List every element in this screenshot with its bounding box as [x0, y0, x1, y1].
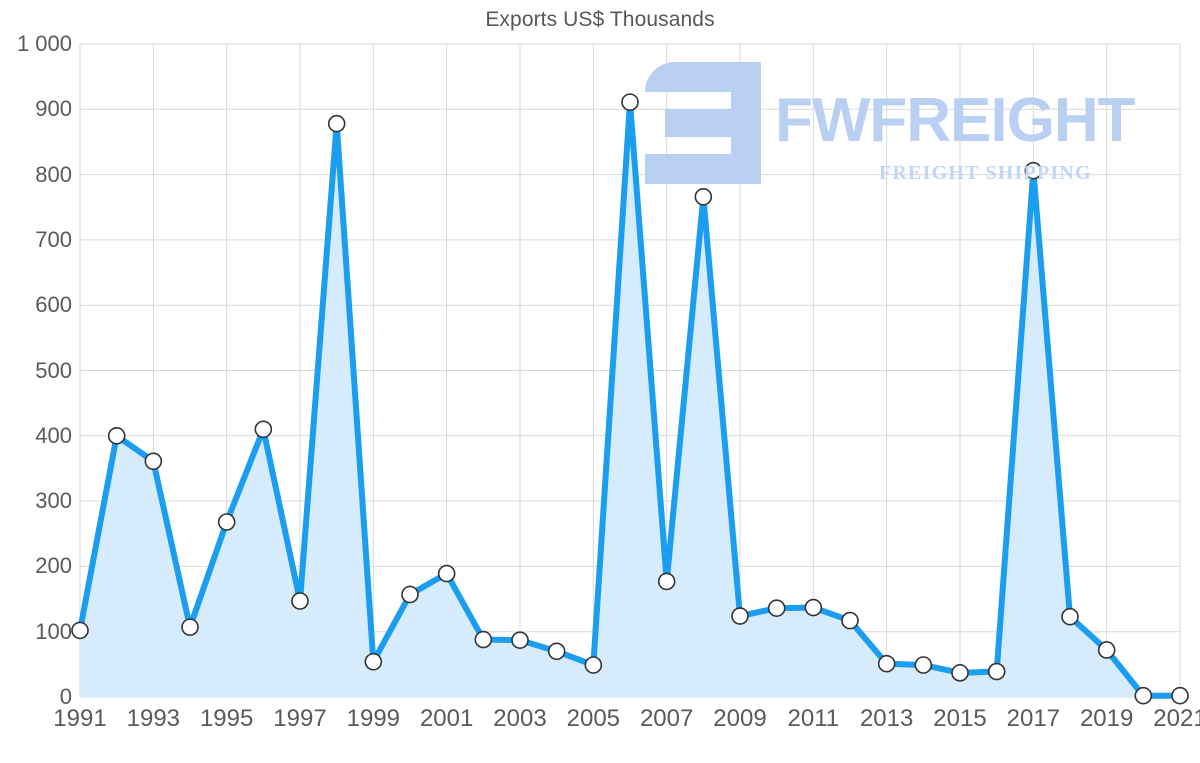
data-point-marker[interactable] [511, 631, 529, 649]
x-axis-tick-label: 2009 [713, 705, 767, 732]
data-point-marker[interactable] [841, 611, 859, 630]
y-axis-tick-label: 700 [35, 226, 72, 252]
data-point-marker[interactable] [914, 656, 933, 674]
data-point-marker[interactable] [474, 630, 493, 649]
data-point-marker[interactable] [144, 452, 163, 471]
y-axis-tick-label: 100 [35, 618, 72, 644]
x-axis-tick-label: 2021 [1153, 705, 1200, 732]
y-axis-tick-label: 800 [35, 161, 72, 187]
data-point-marker[interactable] [951, 664, 969, 682]
y-axis: 0 100 200 300 400 500 600 700 800 900 1 000 [0, 0, 72, 763]
x-axis-tick-label: 2019 [1079, 705, 1134, 732]
data-point-marker[interactable] [327, 114, 346, 133]
data-point-marker[interactable] [437, 564, 456, 583]
data-point-marker[interactable] [254, 420, 273, 439]
data-point-marker[interactable] [987, 662, 1006, 681]
y-axis-tick-label: 600 [35, 292, 72, 318]
data-point-marker[interactable] [547, 642, 566, 661]
data-point-marker[interactable] [1171, 686, 1189, 705]
x-axis-tick-label: 1999 [346, 705, 401, 732]
data-point-marker[interactable] [1097, 641, 1116, 659]
x-axis-tick-label: 2003 [493, 705, 547, 732]
x-axis-tick-label: 2015 [933, 705, 987, 732]
x-axis-tick-label: 1995 [199, 705, 254, 732]
data-point-marker[interactable] [584, 656, 603, 674]
data-point-marker[interactable] [217, 513, 236, 531]
series-markers[interactable] [71, 93, 1189, 705]
x-axis-tick-label: 1997 [273, 705, 327, 732]
series-area-fill [80, 102, 1180, 698]
y-axis-tick-label: 500 [35, 357, 72, 383]
x-axis-tick-label: 2001 [419, 705, 474, 732]
data-point-marker[interactable] [731, 607, 749, 625]
y-axis-tick-label: 0 [59, 684, 72, 709]
data-point-marker[interactable] [71, 621, 89, 640]
data-point-marker[interactable] [1061, 607, 1079, 626]
data-point-marker[interactable] [107, 426, 126, 445]
data-point-marker[interactable] [1134, 686, 1153, 705]
data-point-marker[interactable] [877, 654, 896, 673]
data-point-marker[interactable] [401, 585, 419, 604]
x-axis-tick-label: 2007 [639, 705, 694, 732]
data-point-marker[interactable] [291, 592, 309, 610]
data-point-marker[interactable] [1024, 161, 1043, 180]
x-axis-tick-label: 2017 [1006, 705, 1061, 732]
y-axis-tick-label: 400 [35, 422, 72, 448]
x-axis-tick-label: 1993 [126, 705, 181, 732]
y-axis-tick-label: 900 [35, 96, 72, 122]
data-point-marker[interactable] [181, 618, 199, 636]
data-point-marker[interactable] [657, 572, 676, 591]
x-axis-tick-label: 2011 [787, 705, 840, 732]
x-axis-tick-label: 2013 [859, 705, 914, 732]
y-axis-tick-label: 300 [35, 488, 72, 514]
y-axis-tick-label: 200 [35, 553, 72, 579]
y-axis-tick-label: 1 000 [16, 31, 72, 56]
data-point-marker[interactable] [364, 652, 383, 671]
x-axis-tick-label: 2005 [566, 705, 621, 732]
data-point-marker[interactable] [767, 599, 786, 617]
data-point-marker[interactable] [694, 188, 713, 206]
data-point-marker[interactable] [804, 598, 823, 617]
x-axis-tick-label: 1991 [53, 705, 107, 732]
chart-title: Exports US$ Thousands [485, 8, 715, 31]
data-point-marker[interactable] [621, 93, 639, 111]
